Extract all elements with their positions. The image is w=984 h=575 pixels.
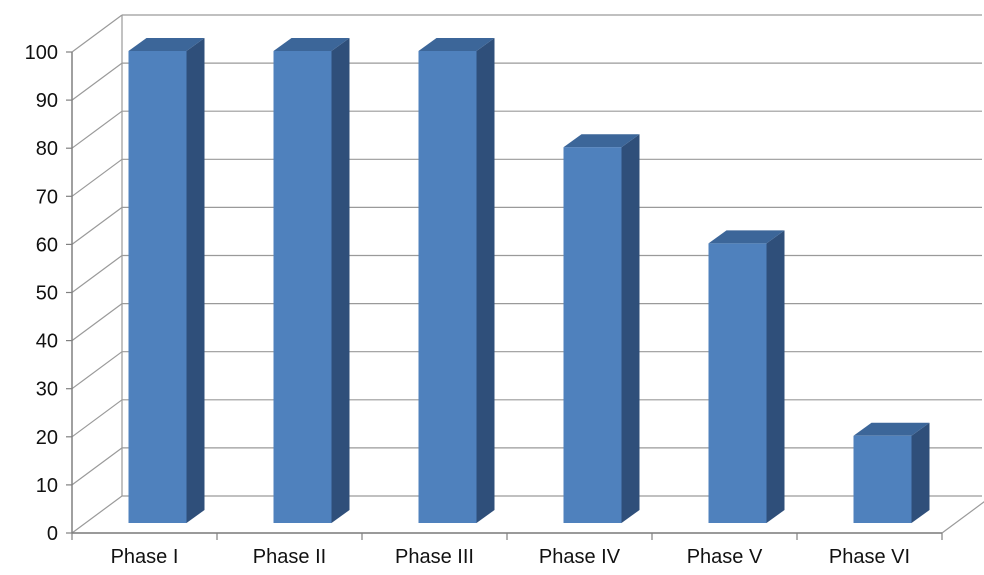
bar xyxy=(853,422,930,523)
gridline xyxy=(71,399,982,438)
gridline xyxy=(71,495,982,534)
gridline xyxy=(71,110,982,149)
bar-side xyxy=(186,38,205,523)
bar-top xyxy=(563,134,640,148)
bar xyxy=(273,38,350,523)
bar-side xyxy=(476,38,495,523)
bar-side xyxy=(911,422,930,523)
bar-front xyxy=(273,51,332,523)
bar-front xyxy=(708,243,767,523)
y-tick-label: 90 xyxy=(36,90,58,112)
bar-top xyxy=(273,38,350,51)
bar xyxy=(563,134,640,523)
bar xyxy=(128,38,205,523)
bar-top xyxy=(128,38,205,51)
bar-top xyxy=(708,230,785,244)
y-tick-label: 10 xyxy=(36,475,58,497)
x-tick-label: Phase III xyxy=(395,546,474,568)
y-tick-label: 100 xyxy=(25,42,58,64)
bar-top xyxy=(418,38,495,51)
bar-front xyxy=(853,435,912,523)
y-tick-label: 70 xyxy=(36,186,58,208)
gridline xyxy=(71,447,982,486)
bar-front xyxy=(418,51,477,523)
bar-front xyxy=(128,51,187,523)
y-tick-label: 20 xyxy=(36,427,58,449)
y-tick-label: 40 xyxy=(36,331,58,353)
gridline xyxy=(71,351,982,390)
floor-right-edge xyxy=(941,501,984,534)
bar-side xyxy=(621,134,640,523)
bar-side xyxy=(331,38,350,523)
y-tick-label: 60 xyxy=(36,234,58,256)
y-tick-label: 80 xyxy=(36,138,58,160)
y-tick-label: 0 xyxy=(47,523,58,545)
x-tick-label: Phase IV xyxy=(539,546,621,568)
labels-layer: 0 10 20 30 40 50 60 70 80 90 100 Phase I Phase II Pha… xyxy=(25,42,910,568)
y-tick-label: 50 xyxy=(36,283,58,305)
y-tick-label: 30 xyxy=(36,379,58,401)
gridline xyxy=(71,158,982,197)
bar-side xyxy=(766,230,785,523)
grid-layer xyxy=(71,14,984,534)
gridline xyxy=(71,206,982,245)
x-tick-label: Phase VI xyxy=(829,546,910,568)
bar-front xyxy=(563,147,622,523)
x-tick-label: Phase V xyxy=(687,546,763,568)
bar xyxy=(708,230,785,523)
x-tick-label: Phase II xyxy=(253,546,326,568)
axis-layer xyxy=(66,51,943,540)
bars-layer xyxy=(128,38,930,523)
x-tick-label: Phase I xyxy=(111,546,179,568)
bar-top xyxy=(853,422,930,436)
gridline xyxy=(71,254,982,293)
bar xyxy=(418,38,495,523)
gridline xyxy=(71,303,982,342)
gridline xyxy=(71,62,982,101)
gridline xyxy=(71,14,982,53)
